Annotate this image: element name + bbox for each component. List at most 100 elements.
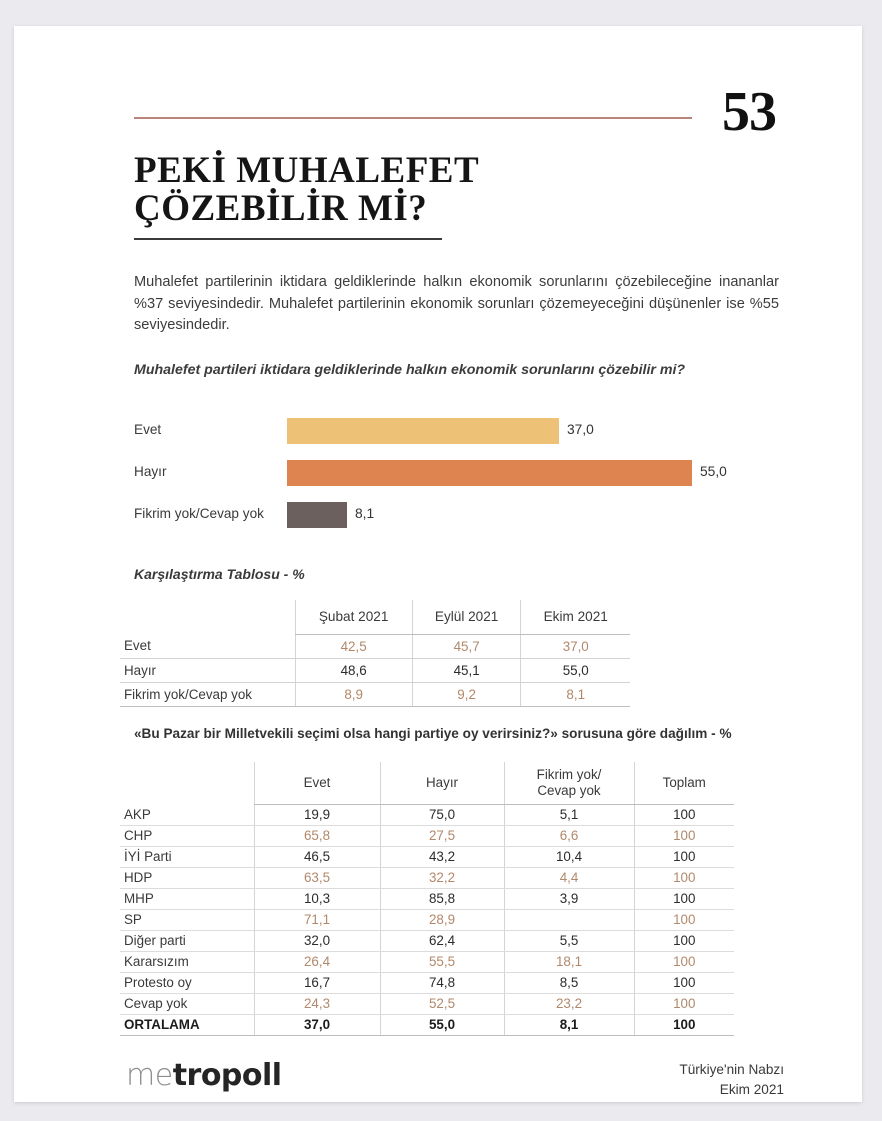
bar-fill-fikrim bbox=[287, 502, 347, 528]
cell-value: 100 bbox=[633, 972, 734, 994]
cell-value: 8,5 bbox=[503, 972, 634, 994]
cell-value: 27,5 bbox=[379, 825, 504, 847]
comparison-table-caption: Karşılaştırma Tablosu - % bbox=[134, 566, 305, 582]
row-label: ORTALAMA bbox=[120, 1014, 254, 1036]
col-head-fikrim-yok: Fikrim yok/ Cevap yok bbox=[503, 762, 634, 805]
table-row: İYİ Parti 46,5 43,2 10,4 100 bbox=[120, 846, 734, 868]
cell-value: 8,1 bbox=[503, 1014, 634, 1036]
bar-track: 37,0 bbox=[287, 418, 767, 444]
row-label: Kararsızım bbox=[120, 951, 254, 973]
cell-value: 74,8 bbox=[379, 972, 504, 994]
page-number: 53 bbox=[722, 81, 777, 143]
cell-value: 24,3 bbox=[253, 993, 380, 1015]
survey-question: Muhalefet partileri iktidara geldiklerin… bbox=[134, 362, 686, 378]
cell-value: 100 bbox=[633, 909, 734, 931]
page-footer: metropoll Türkiye'nin Nabzı Ekim 2021 bbox=[120, 1056, 784, 1102]
table-row: ORTALAMA 37,0 55,0 8,1 100 bbox=[120, 1014, 734, 1036]
row-label: HDP bbox=[120, 867, 254, 889]
cell-value: 10,4 bbox=[503, 846, 634, 868]
row-label: İYİ Parti bbox=[120, 846, 254, 868]
col-head-blank bbox=[120, 762, 254, 804]
logo-part-2: tropoll bbox=[172, 1058, 282, 1093]
footer-survey-name: Türkiye'nin Nabzı bbox=[679, 1062, 784, 1077]
row-label: Evet bbox=[120, 634, 295, 659]
row-label: Fikrim yok/Cevap yok bbox=[120, 682, 295, 707]
cell-value: 85,8 bbox=[379, 888, 504, 910]
cell-value: 62,4 bbox=[379, 930, 504, 952]
footer-survey-date: Ekim 2021 bbox=[719, 1082, 784, 1097]
page-content: 53 PEKİ MUHALEFET ÇÖZEBİLİR Mİ? Muhalefe… bbox=[120, 26, 784, 1102]
bar-fill-hayir bbox=[287, 460, 692, 486]
cell-value: 45,7 bbox=[411, 634, 521, 659]
logo-part-1: me bbox=[126, 1058, 173, 1093]
bar-track: 8,1 bbox=[287, 502, 767, 528]
cell-value bbox=[503, 909, 634, 931]
cell-value: 55,0 bbox=[520, 658, 630, 683]
cell-value: 37,0 bbox=[520, 634, 630, 659]
col-head-subat: Şubat 2021 bbox=[294, 600, 413, 635]
table-row: Evet 42,5 45,7 37,0 bbox=[120, 634, 630, 659]
table-header-row: Evet Hayır Fikrim yok/ Cevap yok Toplam bbox=[120, 762, 734, 805]
row-label: Protesto oy bbox=[120, 972, 254, 994]
cell-value: 55,5 bbox=[379, 951, 504, 973]
cell-value: 10,3 bbox=[253, 888, 380, 910]
cell-value: 100 bbox=[633, 804, 734, 826]
page-header: 53 bbox=[120, 84, 777, 150]
metropoll-logo: metropoll bbox=[126, 1058, 282, 1093]
title-line-1: PEKİ MUHALEFET bbox=[134, 150, 480, 191]
report-page: 53 PEKİ MUHALEFET ÇÖZEBİLİR Mİ? Muhalefe… bbox=[14, 26, 862, 1102]
table-row: Protesto oy 16,7 74,8 8,5 100 bbox=[120, 972, 734, 994]
col-head-ekim: Ekim 2021 bbox=[520, 600, 630, 635]
cell-value: 42,5 bbox=[294, 634, 413, 659]
intro-paragraph: Muhalefet partilerinin iktidara geldikle… bbox=[134, 274, 779, 333]
cell-value: 8,1 bbox=[520, 682, 630, 707]
col-head-fikrim-line2: Cevap yok bbox=[537, 782, 601, 798]
cell-value: 43,2 bbox=[379, 846, 504, 868]
cell-value: 100 bbox=[633, 993, 734, 1015]
table-row: Diğer parti 32,0 62,4 5,5 100 bbox=[120, 930, 734, 952]
page-title: PEKİ MUHALEFET ÇÖZEBİLİR Mİ? bbox=[134, 152, 754, 240]
cell-value: 71,1 bbox=[253, 909, 380, 931]
title-line-2: ÇÖZEBİLİR Mİ? bbox=[134, 188, 428, 229]
cell-value: 5,1 bbox=[503, 804, 634, 826]
cell-value: 100 bbox=[633, 846, 734, 868]
bar-value: 55,0 bbox=[700, 464, 727, 479]
cell-value: 100 bbox=[633, 930, 734, 952]
cell-value: 19,9 bbox=[253, 804, 380, 826]
cell-value: 26,4 bbox=[253, 951, 380, 973]
table-row: Fikrim yok/Cevap yok 8,9 9,2 8,1 bbox=[120, 682, 630, 707]
col-head-evet: Evet bbox=[253, 762, 380, 805]
col-head-fikrim-line1: Fikrim yok/ bbox=[536, 766, 602, 782]
cell-value: 52,5 bbox=[379, 993, 504, 1015]
cell-value: 28,9 bbox=[379, 909, 504, 931]
table-row: HDP 63,5 32,2 4,4 100 bbox=[120, 867, 734, 889]
cell-value: 9,2 bbox=[411, 682, 521, 707]
table-row: MHP 10,3 85,8 3,9 100 bbox=[120, 888, 734, 910]
table-row: Hayır 48,6 45,1 55,0 bbox=[120, 658, 630, 683]
bar-row: Hayır 55,0 bbox=[120, 460, 768, 486]
cell-value: 16,7 bbox=[253, 972, 380, 994]
cell-value: 18,1 bbox=[503, 951, 634, 973]
row-label: Hayır bbox=[120, 658, 295, 683]
cell-value: 100 bbox=[633, 888, 734, 910]
cell-value: 45,1 bbox=[411, 658, 521, 683]
cell-value: 3,9 bbox=[503, 888, 634, 910]
bar-label: Evet bbox=[134, 422, 162, 437]
bar-label: Fikrim yok/Cevap yok bbox=[134, 506, 264, 521]
table-row: Cevap yok 24,3 52,5 23,2 100 bbox=[120, 993, 734, 1015]
table-row: CHP 65,8 27,5 6,6 100 bbox=[120, 825, 734, 847]
col-head-blank bbox=[120, 600, 295, 634]
cell-value: 65,8 bbox=[253, 825, 380, 847]
cell-value: 75,0 bbox=[379, 804, 504, 826]
row-label: Diğer parti bbox=[120, 930, 254, 952]
cell-value: 8,9 bbox=[294, 682, 413, 707]
table-row: AKP 19,9 75,0 5,1 100 bbox=[120, 804, 734, 826]
cell-value: 23,2 bbox=[503, 993, 634, 1015]
header-rule bbox=[134, 117, 692, 119]
table-row: SP 71,1 28,9 100 bbox=[120, 909, 734, 931]
bar-row: Fikrim yok/Cevap yok 8,1 bbox=[120, 502, 768, 528]
row-label: CHP bbox=[120, 825, 254, 847]
footer-meta: Türkiye'nin Nabzı Ekim 2021 bbox=[679, 1060, 784, 1100]
row-label: MHP bbox=[120, 888, 254, 910]
cell-value: 46,5 bbox=[253, 846, 380, 868]
